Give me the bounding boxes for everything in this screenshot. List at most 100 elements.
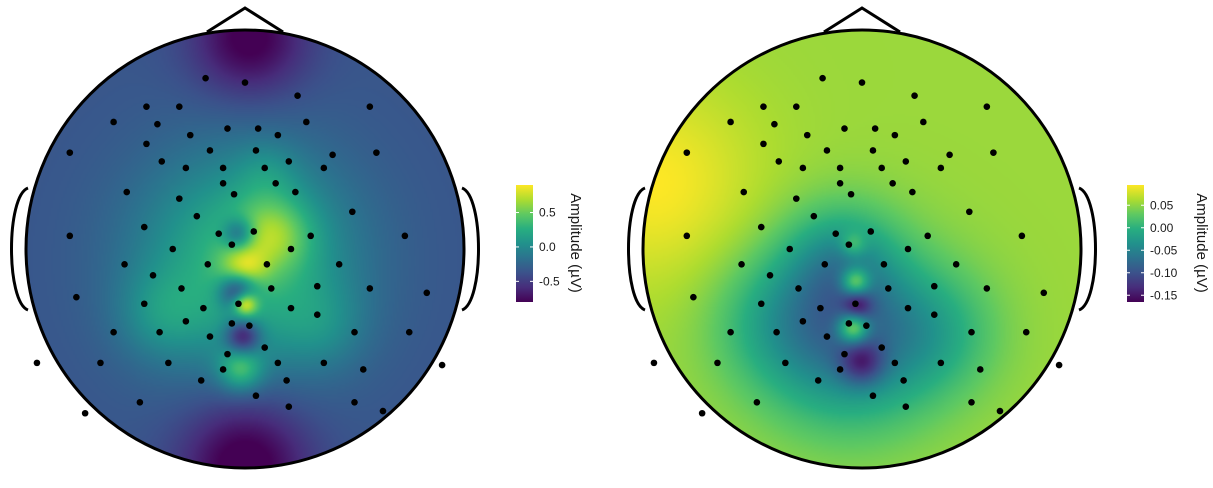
electrode-71 xyxy=(97,359,104,367)
electrode-45 xyxy=(952,261,960,268)
electrode-4 xyxy=(793,103,800,110)
electrode-18 xyxy=(158,158,166,165)
electrode-82 xyxy=(379,407,387,415)
electrode-25 xyxy=(219,180,227,187)
electrode-1 xyxy=(241,79,249,86)
electrode-78 xyxy=(136,399,144,406)
electrode-76 xyxy=(1055,361,1063,369)
electrode-37 xyxy=(924,232,931,240)
electrode-17 xyxy=(946,151,953,159)
colorbar-tick-label: -0.5 xyxy=(539,274,560,288)
electrode-16 xyxy=(869,147,877,154)
electrode-11 xyxy=(803,131,811,139)
electrode-2 xyxy=(294,92,301,99)
colorbar-left-bar xyxy=(516,185,533,302)
electrode-19 xyxy=(902,158,910,165)
electrode-24 xyxy=(373,149,380,156)
electrode-43 xyxy=(821,261,829,268)
electrode-9 xyxy=(254,125,262,132)
electrode-34 xyxy=(140,223,148,231)
electrode-32 xyxy=(966,208,973,216)
nose-right xyxy=(823,6,901,34)
electrode-77 xyxy=(81,409,89,417)
electrode-40 xyxy=(228,241,236,248)
electrode-9 xyxy=(871,125,879,132)
electrode-39 xyxy=(169,245,177,253)
electrode-38 xyxy=(1018,232,1026,240)
electrode-5 xyxy=(366,103,374,110)
electrode-83 xyxy=(836,366,844,373)
electrode-15 xyxy=(823,147,831,154)
electrode-51 xyxy=(73,293,80,301)
electrode-75 xyxy=(976,366,984,373)
electrode-36 xyxy=(250,228,258,235)
head-circle-left xyxy=(24,28,466,470)
electrode-59 xyxy=(930,311,938,319)
electrode-31 xyxy=(810,212,818,220)
electrode-33 xyxy=(683,232,691,240)
electrode-16 xyxy=(252,147,260,154)
electrode-42 xyxy=(738,261,745,268)
electrode-55 xyxy=(904,304,912,312)
electrode-11 xyxy=(186,131,194,139)
electrode-56 xyxy=(1040,289,1048,297)
electrode-20 xyxy=(799,164,807,172)
electrode-73 xyxy=(197,377,205,384)
electrode-54 xyxy=(200,304,207,312)
topomap-right xyxy=(627,6,1097,470)
electrode-7 xyxy=(771,120,778,128)
electrode-3 xyxy=(143,103,150,110)
electrode-69 xyxy=(274,359,282,367)
electrode-7 xyxy=(154,120,161,128)
electrode-79 xyxy=(252,392,260,400)
electrode-81 xyxy=(351,399,358,406)
colorbar-tick-label: -0.10 xyxy=(1150,266,1178,280)
electrode-30 xyxy=(292,188,299,196)
electrode-24 xyxy=(990,149,997,156)
electrode-82 xyxy=(996,407,1004,415)
electrode-77 xyxy=(698,409,706,417)
colorbar-tick-label: 0.5 xyxy=(539,206,556,220)
electrode-52 xyxy=(757,300,765,308)
colorbar-right-ticks: 0.05 0.00 -0.05 -0.10 -0.15 xyxy=(1127,198,1178,302)
electrode-40 xyxy=(845,241,853,248)
electrode-64 xyxy=(878,344,886,351)
electrode-41 xyxy=(904,245,912,253)
electrode-72 xyxy=(165,359,172,367)
electrode-3 xyxy=(760,103,767,110)
heatmap-right xyxy=(643,30,1081,468)
electrode-6 xyxy=(110,118,117,126)
ear-left-right xyxy=(627,186,646,312)
electrode-27 xyxy=(123,188,131,196)
electrode-10 xyxy=(303,118,310,126)
colorbar-right: 0.05 0.00 -0.05 -0.10 -0.15 Amplitude (µV) xyxy=(1127,185,1210,302)
electrode-50 xyxy=(983,285,991,292)
electrode-26 xyxy=(272,180,279,187)
electrode-28 xyxy=(793,195,800,202)
electrode-21 xyxy=(219,164,227,172)
electrode-61 xyxy=(156,328,163,336)
electrode-15 xyxy=(206,147,214,154)
electrode-53 xyxy=(235,300,242,308)
electrode-58 xyxy=(845,320,853,327)
colorbar-tick-label: 0.05 xyxy=(1150,198,1174,212)
electrode-66 xyxy=(405,328,413,336)
colorbar-right-title: Amplitude (µV) xyxy=(1193,193,1210,293)
electrode-17 xyxy=(329,151,336,159)
electrode-21 xyxy=(836,164,844,172)
electrode-31 xyxy=(193,212,201,220)
electrode-38 xyxy=(401,232,409,240)
electrode-67 xyxy=(33,359,41,367)
electrode-55 xyxy=(287,304,295,312)
electrode-80 xyxy=(285,403,293,410)
colorbar-left: 0.5 0.0 -0.5 Amplitude (µV) xyxy=(516,185,584,302)
nose-left xyxy=(206,6,284,34)
head-outline-left xyxy=(10,6,480,470)
electrode-14 xyxy=(683,149,691,156)
electrode-19 xyxy=(285,158,293,165)
electrode-68 xyxy=(224,350,231,358)
ear-left-left xyxy=(10,186,29,312)
electrode-46 xyxy=(766,271,774,279)
electrode-30 xyxy=(909,188,916,196)
